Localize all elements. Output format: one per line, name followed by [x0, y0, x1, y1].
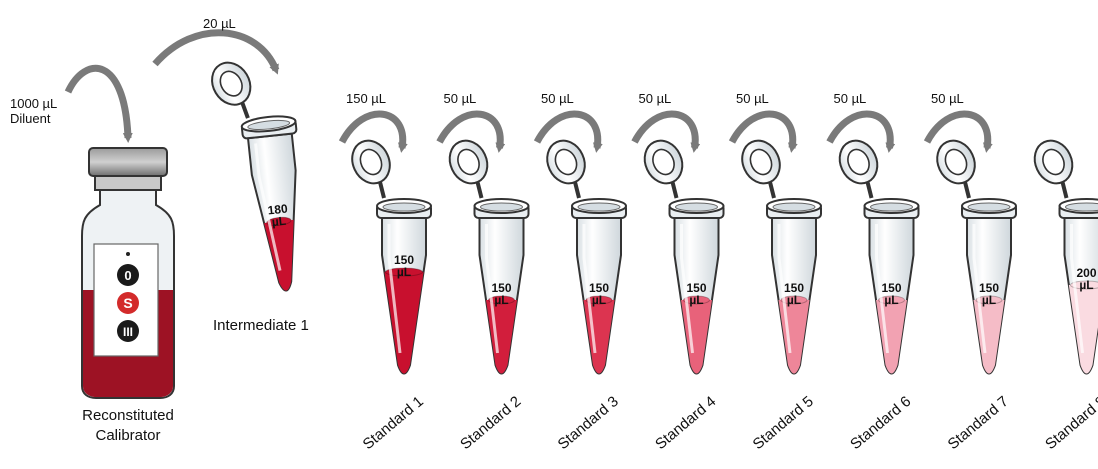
standard-3-liquid [577, 300, 621, 374]
transfer-arrow-7 [923, 110, 993, 153]
transfer-volume-6: 50 µL [834, 91, 867, 106]
diluent-arrow [64, 64, 133, 143]
transfer-arrow-3 [533, 110, 603, 153]
transfer-volume-2: 50 µL [444, 91, 477, 106]
transfer-arrow-2 [436, 110, 506, 153]
standard-label-4: Standard 4 [652, 393, 719, 453]
standard-label-7: Standard 7 [945, 393, 1012, 453]
diluent-name: Diluent [10, 111, 51, 126]
standard-2-volume-unit: µL [494, 293, 508, 307]
standard-label-3: Standard 3 [555, 393, 622, 453]
standard-8-volume: 200 [1076, 266, 1096, 280]
standard-4-liquid [674, 300, 719, 374]
vial-label-line1: Reconstituted [82, 407, 174, 424]
standard-4-volume-unit: µL [689, 293, 703, 307]
intermediate-tube-volume-unit: µL [271, 214, 287, 229]
vial-label-line2: Calibrator [95, 427, 160, 444]
vial-symbol-2: III [123, 325, 133, 339]
transfer-arrow-1 [338, 110, 408, 153]
standard-4-volume: 150 [686, 281, 706, 295]
standard-1-volume-unit: µL [397, 265, 411, 279]
standard-5-volume: 150 [784, 281, 804, 295]
transfer-volume-1: 150 µL [346, 91, 386, 106]
standard-5-volume-unit: µL [787, 293, 801, 307]
standard-1-volume: 150 [394, 253, 414, 267]
transfer-arrow-4 [631, 110, 701, 153]
standard-label-8: Standard 8 [1042, 393, 1098, 453]
standard-5-liquid [772, 300, 816, 374]
standard-7-volume: 150 [979, 281, 999, 295]
standard-1-liquid [382, 272, 426, 374]
standard-6-liquid [869, 300, 914, 374]
diluent-volume: 1000 µL [10, 96, 57, 111]
transfer-arrow-intermediate [152, 29, 280, 75]
standard-7-liquid [967, 300, 1011, 374]
transfer-volume-7: 50 µL [931, 91, 964, 106]
intermediate-transfer: 20 µL [203, 16, 236, 31]
transfer-volume-5: 50 µL [736, 91, 769, 106]
standard-label-1: Standard 1 [360, 393, 427, 453]
transfer-arrow-6 [826, 110, 896, 153]
standard-label-6: Standard 6 [847, 393, 914, 453]
intermediate-tube-liquid [255, 218, 309, 293]
standard-2-volume: 150 [491, 281, 511, 295]
vial-symbol-1: S [123, 295, 132, 311]
calibrator-vial: 0 S III [81, 147, 175, 399]
transfer-volume-4: 50 µL [639, 91, 672, 106]
vial-symbol-0: 0 [124, 268, 131, 283]
intermediate-tube-volume: 180 [267, 201, 289, 217]
standard-2-liquid [479, 300, 524, 374]
standard-label-2: Standard 2 [457, 393, 524, 453]
transfer-arrow-5 [728, 110, 798, 153]
transfer-volume-3: 50 µL [541, 91, 574, 106]
standard-label-5: Standard 5 [750, 393, 817, 453]
standard-3-volume-unit: µL [592, 293, 606, 307]
standard-6-volume: 150 [881, 281, 901, 295]
standard-8-volume-unit: µL [1079, 278, 1093, 292]
standard-3-volume: 150 [589, 281, 609, 295]
standard-7-volume-unit: µL [982, 293, 996, 307]
standard-6-volume-unit: µL [884, 293, 898, 307]
intermediate-label: Intermediate 1 [213, 317, 309, 334]
